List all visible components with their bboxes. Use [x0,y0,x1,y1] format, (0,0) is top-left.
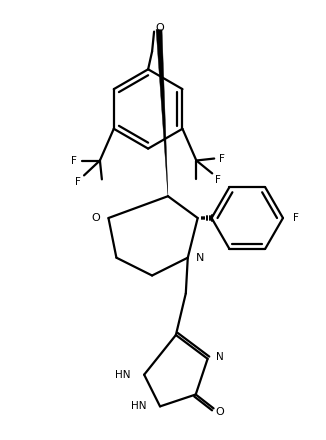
Text: F: F [75,177,81,187]
Text: F: F [71,155,77,165]
Text: F: F [293,213,299,223]
Text: HN: HN [115,370,130,380]
Text: N: N [215,352,223,362]
Text: O: O [92,213,100,223]
Polygon shape [156,29,168,196]
Text: HN: HN [131,401,146,411]
Text: O: O [215,407,224,418]
Text: N: N [196,253,204,263]
Text: F: F [219,154,225,164]
Text: F: F [215,176,221,185]
Text: O: O [156,22,164,33]
